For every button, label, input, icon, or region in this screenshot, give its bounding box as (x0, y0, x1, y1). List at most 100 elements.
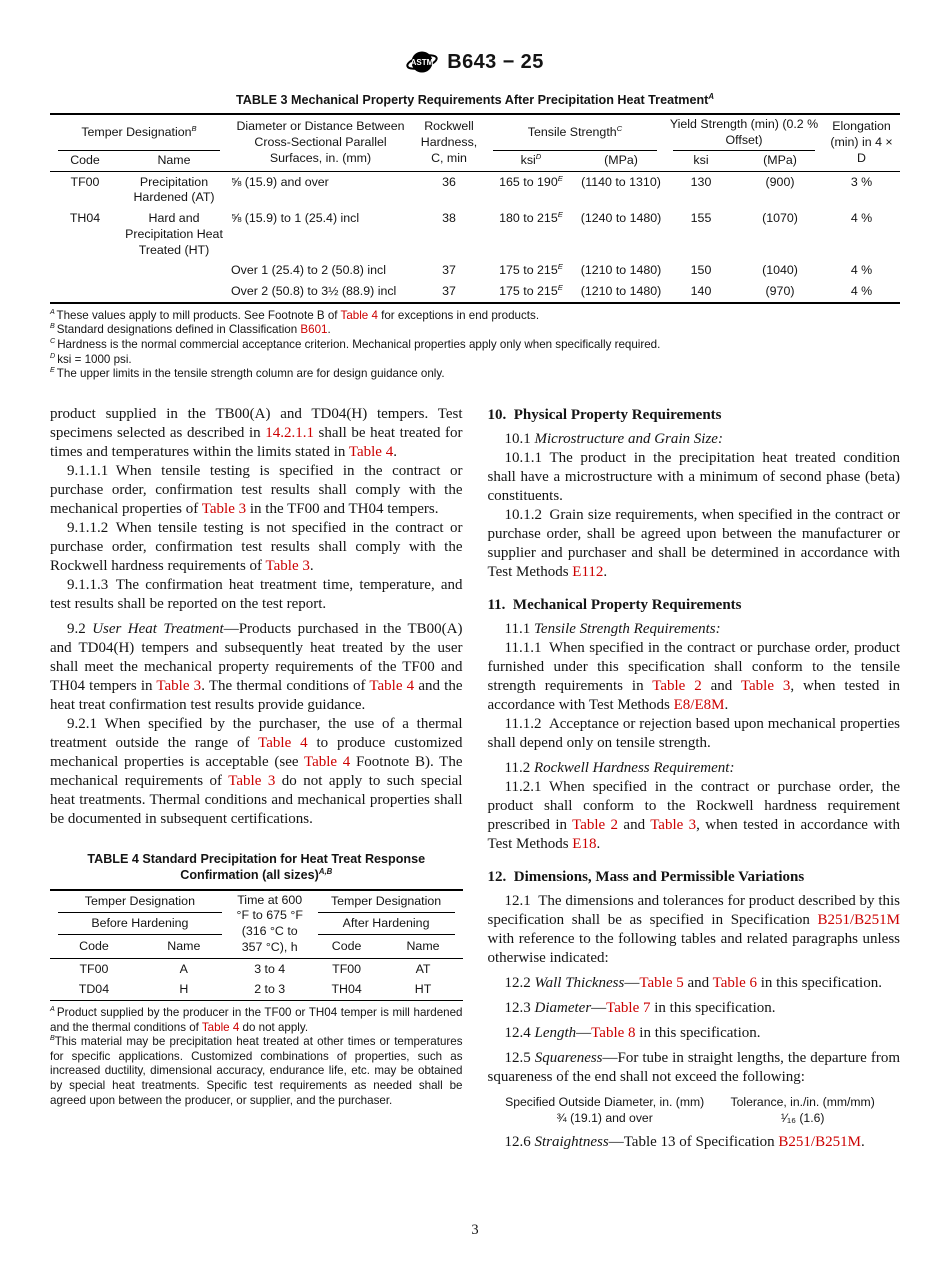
cross-reference-link[interactable]: Table 5 (639, 974, 684, 991)
text-segment: shall be heat treated for times and temp… (50, 424, 463, 460)
para-11-1-1: 11.1.1 When specified in the contract or… (488, 639, 901, 715)
cross-reference-link[interactable]: E18 (572, 835, 597, 852)
cross-reference-link[interactable]: Table 3 (265, 557, 310, 574)
col-header-code-before: Code (50, 935, 138, 959)
table-cell: ¹⁄₁₆ (1.6) (780, 1111, 825, 1126)
text-segment: — (576, 1024, 592, 1041)
footnote: B Standard designations defined in Class… (50, 322, 900, 338)
text-segment: with reference to the following tables a… (487, 930, 901, 966)
text-segment: A (708, 91, 715, 101)
text-segment: 180 to 215 (499, 211, 558, 226)
text-segment: . (860, 1133, 865, 1150)
text-segment: User Heat Treatment (92, 620, 224, 637)
cross-reference-link[interactable]: E8/E8M (673, 696, 725, 713)
text-segment: and (618, 816, 651, 833)
para-9-1-1-1: 9.1.1.1 When tensile testing is specifie… (50, 462, 463, 519)
cross-reference-link[interactable]: B601 (300, 323, 328, 337)
text-segment: 9.1.1.1 When tensile testing is specifie… (50, 462, 463, 517)
table-cell: ⅝ (15.9) and over (231, 174, 329, 189)
table-cell: A (179, 961, 188, 976)
heading-11: 11. Mechanical Property Requirements (488, 596, 901, 615)
text-segment: 12.4 (504, 1024, 535, 1041)
text-segment: Length (534, 1024, 577, 1041)
table-cell: 4 % (850, 263, 873, 278)
text-segment: E (557, 262, 563, 272)
cross-reference-link[interactable]: E112 (572, 563, 604, 580)
cross-reference-link[interactable]: Table 4 (340, 308, 378, 322)
col-group-after-hardening: After Hardening (310, 913, 463, 936)
cross-reference-link[interactable]: Table 3 (650, 816, 697, 833)
table-3-footnotes: A These values apply to mill products. S… (50, 307, 900, 382)
text-segment: in this specification. (756, 974, 882, 991)
text-segment: 10.1.2 Grain size requirements, when spe… (487, 506, 901, 580)
cross-reference-link[interactable]: Table 2 (652, 677, 702, 694)
cross-reference-link[interactable]: B251/B251M (778, 1133, 861, 1150)
cross-reference-link[interactable]: Table 4 (258, 734, 308, 751)
text-segment: 10. Physical Property Requirements (487, 406, 722, 423)
text-segment: Footnote B). The mechanical requirements… (50, 753, 463, 789)
text-segment: . (327, 323, 331, 337)
cross-reference-link[interactable]: 14.2.1.1 (265, 424, 314, 441)
table-row: Over 2 (50.8) to 3½ (88.9) incl 37 175 t… (50, 281, 900, 303)
cross-reference-link[interactable]: B251/B251M (817, 911, 900, 928)
para-10-1: 10.1 Microstructure and Grain Size: (488, 430, 901, 449)
table-cell: AT (415, 961, 431, 976)
page-number: 3 (471, 1222, 479, 1238)
table-row: TF00 A 3 to 4 TF00 AT (50, 958, 463, 979)
cross-reference-link[interactable]: Table 2 (572, 816, 619, 833)
text-segment: E (557, 209, 563, 219)
col-group-tensile-strength: Tensile StrengthC (485, 114, 665, 151)
text-segment: This material may be precipitation heat … (50, 1035, 463, 1107)
cross-reference-link[interactable]: Table 6 (712, 974, 757, 991)
text-segment: . (309, 557, 314, 574)
document-header: ASTM B643 − 25 (50, 44, 900, 80)
text-segment: , when tested in accordance with Test Me… (487, 816, 900, 852)
text-segment: 12.2 (504, 974, 535, 991)
cross-reference-link[interactable]: Table 3 (228, 772, 276, 789)
table-cell: 150 (690, 263, 712, 278)
cross-reference-link[interactable]: Table 8 (591, 1024, 636, 1041)
cross-reference-link[interactable]: Table 3 (156, 677, 202, 694)
table-cell: (1070) (762, 211, 798, 226)
text-segment: A (50, 307, 57, 316)
text-segment: —For tube in straight lengths, the depar… (487, 1049, 901, 1085)
col-header-code-after: Code (309, 935, 384, 959)
cross-reference-link[interactable]: Table 7 (606, 999, 651, 1016)
table-cell: 38 (442, 211, 456, 226)
table-cell: Precipitation Hardened (AT) (133, 174, 215, 205)
text-segment: 11.1.2 Acceptance or rejection based upo… (487, 715, 901, 751)
table-4-title: TABLE 4 Standard Precipitation for Heat … (50, 851, 463, 884)
table-cell: 3 to 4 (254, 961, 286, 976)
table-cell: (1240 to 1480) (580, 211, 662, 226)
cross-reference-link[interactable]: Table 3 (740, 677, 791, 694)
text-segment: Temper Designation (81, 125, 192, 140)
table-cell: 175 to 215E (485, 260, 577, 281)
text-segment: TABLE 4 Standard Precipitation for Heat … (87, 851, 426, 883)
text-segment: 9.1.1.2 When tensile testing is not spec… (50, 519, 463, 574)
table-cell: TD04 (78, 982, 110, 997)
cross-reference-link[interactable]: Table 4 (348, 443, 394, 460)
cross-reference-link[interactable]: Table 4 (303, 753, 351, 770)
text-segment: 175 to 215 (499, 284, 558, 299)
right-column: 10. Physical Property Requirements 10.1 … (488, 405, 901, 1152)
text-segment: Rockwell Hardness Requirement: (533, 759, 735, 776)
cross-reference-link[interactable]: Table 3 (201, 500, 247, 517)
text-segment: E (557, 282, 563, 292)
table-4-footnotes: A Product supplied by the producer in th… (50, 1005, 463, 1108)
text-segment: 11. Mechanical Property Requirements (487, 596, 742, 613)
table-cell: 165 to 190E (485, 171, 577, 208)
footnote: C Hardness is the normal commercial acce… (50, 337, 900, 353)
text-segment: TABLE 3 Mechanical Property Requirements… (235, 93, 709, 107)
text-segment: product supplied in the TB00(A) and TD04… (50, 405, 463, 441)
col-header-time: Time at 600 °F to 675 °F (316 °C to 357 … (229, 889, 310, 959)
text-segment: in the TF00 and TH04 tempers. (246, 500, 439, 517)
cross-reference-link[interactable]: Table 4 (201, 1020, 240, 1034)
col-header-rockwell: Rockwell Hardness, C, min (413, 114, 485, 172)
table-cell: 36 (442, 174, 456, 189)
para-9-2-1: 9.2.1 When specified by the purchaser, t… (50, 715, 463, 829)
table-cell: (1040) (762, 263, 798, 278)
text-segment: to produce customized mechanical propert… (50, 734, 463, 770)
table-cell (50, 260, 120, 281)
cross-reference-link[interactable]: Table 4 (369, 677, 415, 694)
text-segment: — (591, 999, 607, 1016)
